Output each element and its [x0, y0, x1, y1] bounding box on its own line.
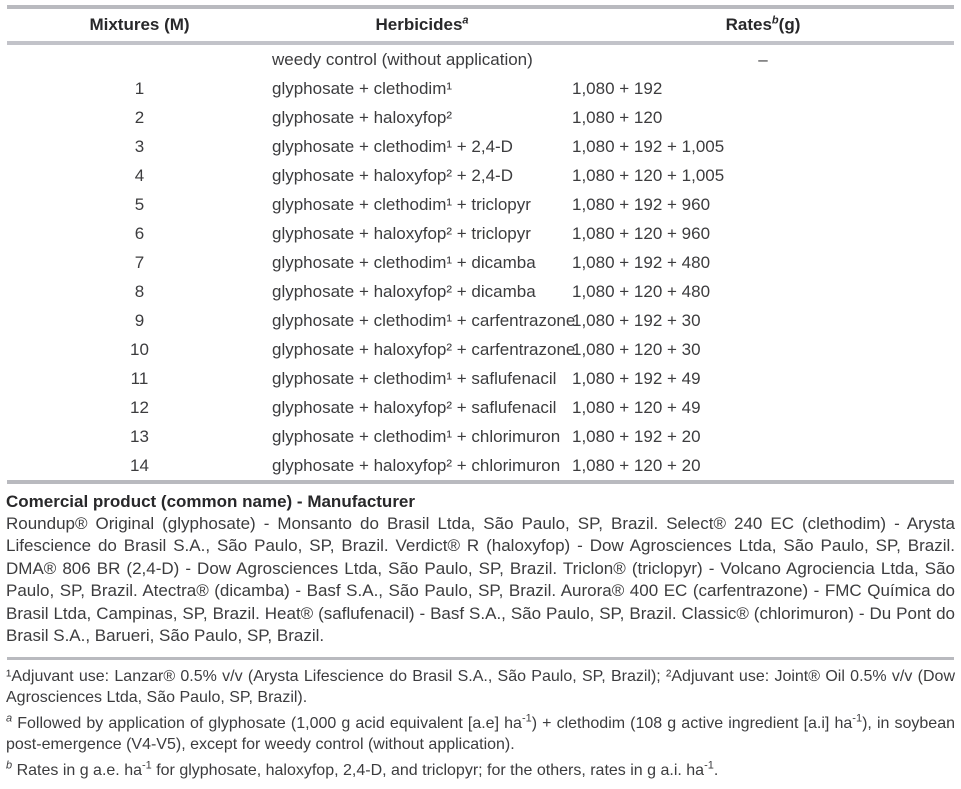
table-row: 2 glyphosate + haloxyfop² 1,080 + 120 [7, 103, 954, 132]
cell-rate: 1,080 + 192 + 960 [572, 194, 711, 214]
cell-rate: 1,080 + 120 [572, 107, 663, 127]
footnote-divider [7, 657, 954, 661]
column-header-mixtures: Mixtures (M) [7, 7, 272, 43]
table-row: 10 glyphosate + haloxyfop² + carfentrazon… [7, 335, 954, 364]
cell-rate: 1,080 + 192 [572, 78, 663, 98]
cell-rate: 1,080 + 120 + 49 [572, 397, 701, 417]
superscript-text: b [6, 760, 13, 773]
manufacturer-heading: Comercial product (common name) - Manufa… [6, 492, 416, 511]
footnote-text: Followed by application of glyphosate (1… [12, 715, 522, 733]
table-row: 14 glyphosate + haloxyfop² + chlorimuron 1… [7, 451, 954, 482]
footnote-text: Rates in g a.e. ha [12, 762, 142, 780]
footnote-text: ) + clethodim (108 g active ingredient [… [531, 715, 853, 733]
table-row: 4 glyphosate + haloxyfop² + 2,4-D 1,080 + … [7, 161, 954, 190]
manufacturer-paragraph: Roundup® Original (glyphosate) - Monsant… [6, 514, 955, 646]
cell-mixture: 6 [134, 223, 145, 243]
cell-mixture: 14 [130, 455, 149, 475]
cell-mixture: 10 [130, 339, 149, 359]
column-header-rates-unit: (g) [778, 15, 801, 34]
cell-herbicide: glyphosate + clethodim¹ [272, 78, 453, 98]
cell-mixture: 12 [130, 397, 149, 417]
table-row: 13 glyphosate + clethodim¹ + chlorimuron 1… [7, 422, 954, 451]
cell-herbicide: glyphosate + clethodim¹ + saflufenacil [272, 368, 557, 388]
cell-mixture: 1 [134, 78, 145, 98]
cell-herbicide: glyphosate + haloxyfop² + saflufenacil [272, 397, 557, 417]
superscript-text: a [6, 713, 13, 726]
adjuvant-footnote: ¹Adjuvant use: Lanzar® 0.5% v/v (Arysta … [6, 668, 955, 707]
cell-mixture: 7 [134, 252, 145, 272]
table-row: 6 glyphosate + haloxyfop² + triclopyr 1,08… [7, 219, 954, 248]
cell-herbicide: weedy control (without application) [272, 49, 533, 69]
cell-mixture: 9 [134, 310, 145, 330]
table-row: 11 glyphosate + clethodim¹ + saflufenacil… [7, 364, 954, 393]
herbicide-table-body: weedy control (without application) – 1 gly… [7, 43, 954, 482]
table-row: 8 glyphosate + haloxyfop² + dicamba 1,080 … [7, 277, 954, 306]
herbicide-mixtures-table: Mixtures (M) Herbicidesa Ratesb(g) weedy… [7, 5, 954, 484]
cell-herbicide: glyphosate + clethodim¹ + 2,4-D [272, 136, 513, 156]
cell-herbicide: glyphosate + haloxyfop² + carfentrazone [272, 339, 576, 359]
footnote-b: b Rates in g a.e. ha-1 for glyphosate, h… [6, 760, 955, 781]
cell-mixture [7, 43, 272, 74]
cell-rate: 1,080 + 192 + 480 [572, 252, 711, 272]
column-header-herbicides: Herbicidesa [272, 7, 572, 43]
superscript-text: -1 [141, 760, 152, 773]
cell-mixture: 4 [134, 165, 145, 185]
cell-mixture: 3 [134, 136, 145, 156]
cell-herbicide: glyphosate + clethodim¹ + triclopyr [272, 194, 531, 214]
footnote-a: a Followed by application of glyphosate … [6, 713, 955, 755]
cell-mixture: 2 [134, 107, 145, 127]
superscript-text: -1 [704, 760, 714, 773]
footnote-text: . [713, 762, 719, 780]
cell-herbicide: glyphosate + haloxyfop² + dicamba [272, 281, 536, 301]
cell-herbicide: glyphosate + clethodim¹ + dicamba [272, 252, 536, 272]
table-row: 9 glyphosate + clethodim¹ + carfentrazone… [7, 306, 954, 335]
cell-mixture: 11 [130, 368, 149, 388]
cell-mixture: 8 [134, 281, 145, 301]
column-header-rates: Ratesb(g) [572, 7, 954, 43]
superscript-text: -1 [521, 713, 532, 726]
column-header-rates-label: Rates [725, 15, 772, 34]
cell-herbicide: glyphosate + clethodim¹ + carfentrazone [272, 310, 576, 330]
cell-rate: 1,080 + 120 + 480 [572, 281, 711, 301]
column-header-rates-superscript: b [771, 14, 779, 27]
cell-herbicide: glyphosate + haloxyfop² + triclopyr [272, 223, 531, 243]
table-footer: Comercial product (common name) - Manufa… [0, 491, 961, 781]
table-row: 12 glyphosate + haloxyfop² + saflufenacil… [7, 393, 954, 422]
cell-herbicide: glyphosate + haloxyfop² [272, 107, 453, 127]
table-row: 3 glyphosate + clethodim¹ + 2,4-D 1,080 + … [7, 132, 954, 161]
cell-rate: 1,080 + 192 + 30 [572, 310, 701, 330]
cell-herbicide: glyphosate + haloxyfop² + 2,4-D [272, 165, 513, 185]
cell-herbicide: glyphosate + haloxyfop² + chlorimuron [272, 455, 561, 475]
cell-rate: 1,080 + 192 + 49 [572, 368, 701, 388]
footnote-text: ), in soybean post-emergence (V4-V5), ex… [6, 715, 956, 754]
column-header-herbicides-label: Herbicides [375, 15, 463, 34]
table-row: weedy control (without application) – [7, 43, 954, 74]
superscript-text: -1 [852, 713, 863, 726]
cell-mixture: 5 [134, 194, 145, 214]
cell-rate: 1,080 + 120 + 960 [572, 223, 711, 243]
cell-rate: – [758, 49, 768, 69]
cell-rate: 1,080 + 120 + 20 [572, 455, 701, 475]
table-row: 5 glyphosate + clethodim¹ + triclopyr 1,08… [7, 190, 954, 219]
cell-rate: 1,080 + 192 + 20 [572, 426, 701, 446]
footnote-text: for glyphosate, haloxyfop, 2,4-D, and tr… [151, 762, 705, 780]
cell-mixture: 13 [130, 426, 149, 446]
cell-rate: 1,080 + 120 + 30 [572, 339, 701, 359]
column-header-herbicides-superscript: a [462, 14, 469, 27]
cell-rate: 1,080 + 192 + 1,005 [572, 136, 725, 156]
column-header-mixtures-label: Mixtures (M) [89, 15, 190, 34]
cell-rate: 1,080 + 120 + 1,005 [572, 165, 725, 185]
table-header-row: Mixtures (M) Herbicidesa Ratesb(g) [7, 7, 954, 43]
table-row: 7 glyphosate + clethodim¹ + dicamba 1,080 … [7, 248, 954, 277]
cell-herbicide: glyphosate + clethodim¹ + chlorimuron [272, 426, 561, 446]
table-row: 1 glyphosate + clethodim¹ 1,080 + 192 [7, 74, 954, 103]
